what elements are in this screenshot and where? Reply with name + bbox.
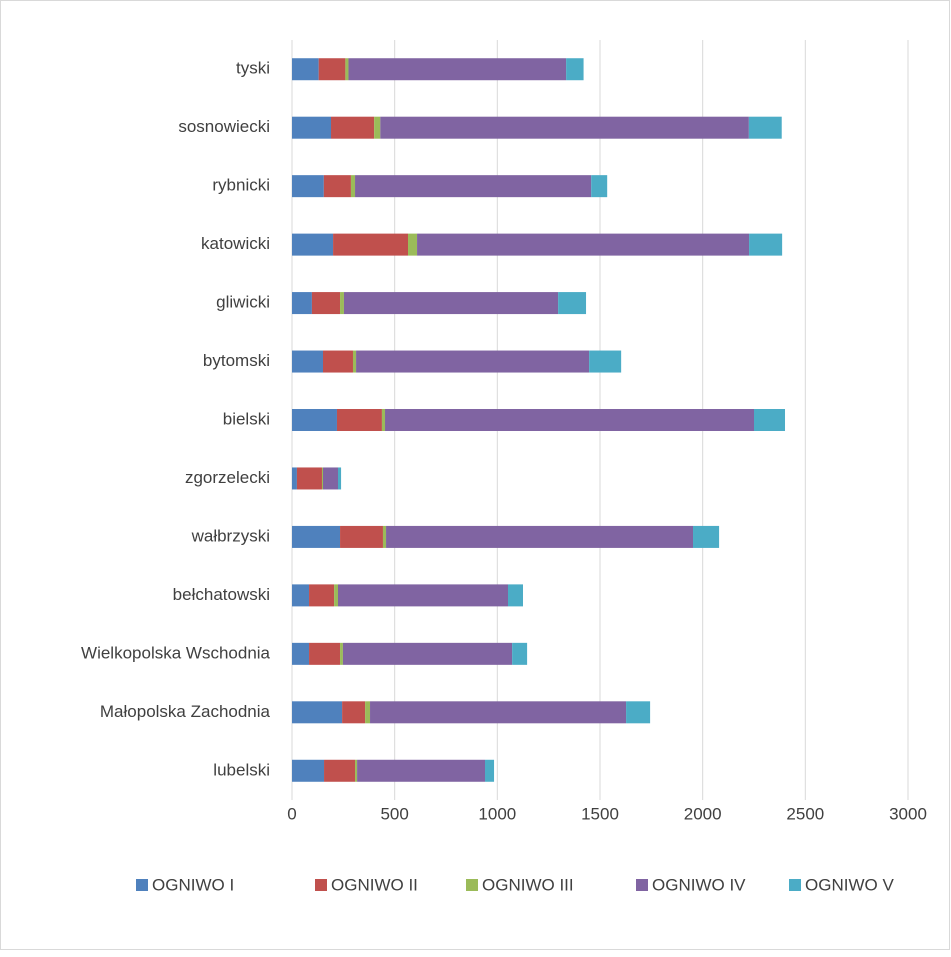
bar-segment <box>357 759 486 782</box>
legend-label: OGNIWO I <box>152 875 234 894</box>
bar-segment <box>589 350 622 373</box>
y-tick-label: gliwicki <box>216 293 270 312</box>
bar-segment <box>292 58 319 81</box>
y-tick-label: rybnicki <box>212 176 270 195</box>
x-tick-label: 0 <box>287 804 296 823</box>
bar-segment <box>626 701 651 724</box>
y-tick-label: bytomski <box>203 351 270 370</box>
legend-swatch <box>315 879 327 891</box>
bar-segment <box>485 759 495 782</box>
bar-segment <box>512 642 528 665</box>
bar-segment <box>754 409 786 431</box>
legend-swatch <box>136 879 148 891</box>
bar-segment <box>296 467 322 490</box>
bar-segment <box>331 116 375 139</box>
y-tick-label: bielski <box>223 409 270 428</box>
bar-segment <box>408 233 418 256</box>
bar-segment <box>292 175 324 198</box>
bar-segment <box>292 584 310 607</box>
bar-segment <box>345 58 349 81</box>
bar-segment <box>292 233 334 256</box>
bar-segment <box>380 116 749 139</box>
legend-label: OGNIWO IV <box>652 875 746 894</box>
bar-segment <box>385 409 754 431</box>
legend-label: OGNIWO II <box>331 875 418 894</box>
bar-segment <box>340 642 343 665</box>
bar-segment <box>292 759 325 782</box>
bar-segment <box>292 525 341 548</box>
bar-segment <box>355 175 592 198</box>
x-tick-label: 1000 <box>478 804 516 823</box>
bar-segment <box>336 409 382 431</box>
x-tick-label: 2500 <box>786 804 824 823</box>
bar-segment <box>323 175 351 198</box>
bar-segment <box>323 467 338 490</box>
bar-segment <box>693 525 720 548</box>
bar-segment <box>292 701 343 724</box>
bar-segment <box>292 116 332 139</box>
bar-segment <box>350 175 356 198</box>
bar-segment <box>591 175 608 198</box>
bar-segment <box>337 584 509 607</box>
y-tick-label: tyski <box>236 59 270 78</box>
bar-segment <box>386 525 694 548</box>
bar-segment <box>566 58 584 81</box>
bar-segment <box>558 292 587 315</box>
bar-segment <box>333 233 409 256</box>
bar-segment <box>324 759 356 782</box>
legend-label: OGNIWO III <box>482 875 574 894</box>
bar-segment <box>343 292 559 315</box>
x-tick-label: 500 <box>380 804 408 823</box>
bar-segment <box>348 58 567 81</box>
x-tick-label: 2000 <box>684 804 722 823</box>
y-tick-label: sosnowiecki <box>178 117 270 136</box>
bar-segment <box>342 701 366 724</box>
bar-segment <box>321 467 324 490</box>
y-tick-label: lubelski <box>213 760 270 779</box>
bar-segment <box>374 116 381 139</box>
bar-segment <box>309 642 341 665</box>
bar-segment <box>292 642 310 665</box>
bar-segment <box>370 701 627 724</box>
x-tick-label: 1500 <box>581 804 619 823</box>
bar-segment <box>292 467 297 490</box>
bar-segment <box>340 525 383 548</box>
bar-segment <box>749 233 783 256</box>
y-tick-label: wałbrzyski <box>191 526 270 545</box>
bar-segment <box>292 350 324 373</box>
legend-swatch <box>636 879 648 891</box>
bar-segment <box>342 642 513 665</box>
bar-segment <box>355 759 358 782</box>
bar-segment <box>318 58 346 81</box>
bar-segment <box>337 467 342 490</box>
bar-segment <box>292 292 312 315</box>
bar-segment <box>311 292 341 315</box>
bar-segment <box>352 350 357 373</box>
bar-segment <box>417 233 750 256</box>
bar-segment <box>356 350 590 373</box>
legend-swatch <box>789 879 801 891</box>
bar-segment <box>382 525 387 548</box>
y-tick-label: zgorzelecki <box>185 468 270 487</box>
y-tick-label: Wielkopolska Wschodnia <box>81 643 271 662</box>
bar-segment <box>365 701 371 724</box>
y-tick-label: Małopolska Zachodnia <box>100 702 271 721</box>
bar-segment <box>309 584 335 607</box>
legend-swatch <box>466 879 478 891</box>
bar-segment <box>508 584 523 607</box>
bar-segment <box>381 409 386 431</box>
bar-segment <box>748 116 782 139</box>
legend-label: OGNIWO V <box>805 875 894 894</box>
bar-segment <box>292 409 337 431</box>
y-tick-label: katowicki <box>201 234 270 253</box>
bar-segment <box>340 292 344 315</box>
bar-segment <box>334 584 338 607</box>
x-tick-label: 3000 <box>889 804 927 823</box>
y-tick-label: bełchatowski <box>173 585 270 604</box>
bar-segment <box>323 350 353 373</box>
